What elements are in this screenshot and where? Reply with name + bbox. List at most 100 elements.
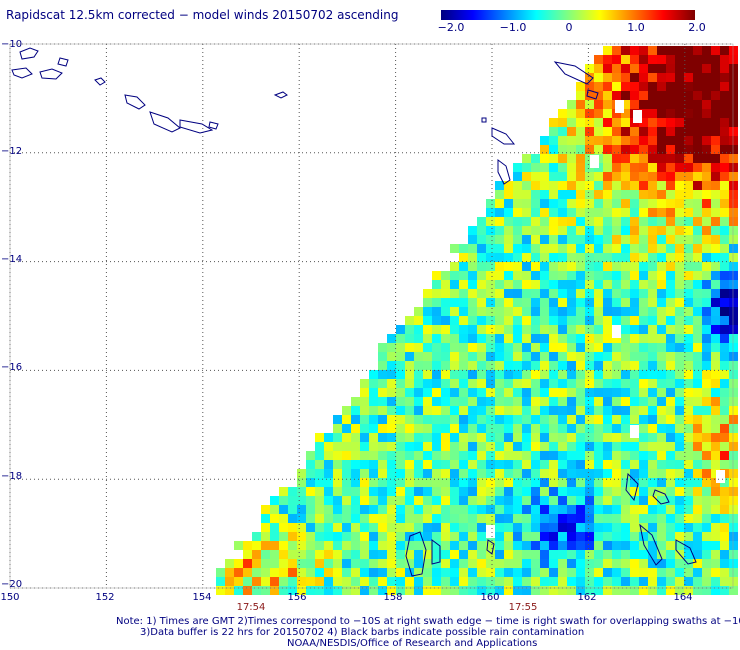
wind-difference-cell [630, 505, 639, 514]
wind-difference-cell [387, 514, 396, 523]
wind-difference-cell [576, 235, 585, 244]
wind-difference-cell [603, 100, 612, 109]
wind-difference-cell [666, 100, 675, 109]
wind-difference-cell [486, 271, 495, 280]
wind-difference-cell [342, 505, 351, 514]
wind-difference-cell [630, 217, 639, 226]
wind-difference-cell [504, 361, 513, 370]
wind-difference-cell [729, 505, 738, 514]
wind-difference-cell [729, 550, 738, 559]
wind-difference-cell [630, 307, 639, 316]
wind-difference-cell [423, 334, 432, 343]
wind-difference-cell [279, 577, 288, 586]
wind-difference-cell [612, 352, 621, 361]
wind-difference-cell [468, 496, 477, 505]
wind-difference-cell [576, 307, 585, 316]
wind-difference-cell [486, 424, 495, 433]
wind-difference-cell [387, 496, 396, 505]
wind-difference-cell [288, 577, 297, 586]
wind-difference-cell [522, 577, 531, 586]
wind-difference-cell [648, 154, 657, 163]
wind-difference-cell [378, 514, 387, 523]
wind-difference-cell [477, 217, 486, 226]
wind-difference-cell [594, 109, 603, 118]
wind-difference-cell [585, 397, 594, 406]
wind-difference-cell [531, 325, 540, 334]
wind-difference-cell [459, 433, 468, 442]
wind-difference-cell [351, 514, 360, 523]
wind-difference-cell [423, 586, 432, 595]
wind-difference-cell [585, 262, 594, 271]
wind-difference-cell [603, 199, 612, 208]
wind-difference-cell [297, 496, 306, 505]
wind-difference-cell [630, 478, 639, 487]
wind-difference-cell [477, 298, 486, 307]
wind-difference-cell [540, 361, 549, 370]
wind-difference-cell [504, 190, 513, 199]
wind-difference-cell [630, 154, 639, 163]
wind-difference-cell [504, 550, 513, 559]
wind-difference-cell [639, 361, 648, 370]
wind-difference-cell [684, 289, 693, 298]
wind-difference-cell [693, 550, 702, 559]
wind-difference-cell [549, 307, 558, 316]
wind-difference-cell [477, 577, 486, 586]
wind-difference-cell [720, 433, 729, 442]
wind-difference-cell [648, 46, 657, 55]
wind-difference-cell [567, 406, 576, 415]
wind-difference-cell [711, 577, 720, 586]
wind-difference-cell [531, 244, 540, 253]
wind-difference-cell [711, 514, 720, 523]
wind-difference-cell [531, 298, 540, 307]
wind-difference-cell [513, 487, 522, 496]
wind-difference-cell [675, 46, 684, 55]
wind-difference-cell [495, 208, 504, 217]
wind-difference-cell [675, 208, 684, 217]
wind-difference-cell [702, 46, 711, 55]
wind-difference-cell [504, 505, 513, 514]
wind-difference-cell [414, 478, 423, 487]
wind-difference-cell [567, 325, 576, 334]
wind-difference-cell [558, 550, 567, 559]
wind-difference-cell [495, 298, 504, 307]
wind-difference-cell [333, 568, 342, 577]
wind-difference-cell [603, 208, 612, 217]
wind-difference-cell [495, 478, 504, 487]
wind-difference-cell [531, 433, 540, 442]
wind-difference-cell [414, 460, 423, 469]
wind-difference-cell [378, 397, 387, 406]
wind-difference-cell [423, 370, 432, 379]
wind-difference-cell [351, 550, 360, 559]
wind-difference-cell [522, 550, 531, 559]
wind-difference-cell [450, 298, 459, 307]
wind-difference-cell [612, 109, 621, 118]
wind-difference-cell [378, 568, 387, 577]
wind-difference-cell [405, 550, 414, 559]
wind-difference-cell [396, 559, 405, 568]
wind-difference-cell [684, 226, 693, 235]
wind-difference-cell [333, 523, 342, 532]
colorbar-tick-label: 0 [565, 21, 573, 34]
lon-label: 156 [287, 592, 307, 603]
wind-difference-cell [522, 217, 531, 226]
wind-difference-cell [522, 190, 531, 199]
wind-difference-cell [225, 568, 234, 577]
wind-difference-cell [621, 163, 630, 172]
wind-difference-cell [504, 253, 513, 262]
wind-difference-cell [432, 397, 441, 406]
wind-difference-cell [621, 424, 630, 433]
wind-difference-cell [594, 388, 603, 397]
lon-label: 158 [383, 592, 403, 603]
wind-difference-cell [639, 235, 648, 244]
wind-difference-cell [450, 577, 459, 586]
wind-difference-cell [396, 370, 405, 379]
wind-difference-cell [684, 379, 693, 388]
wind-difference-cell [684, 388, 693, 397]
wind-difference-cell [576, 172, 585, 181]
wind-difference-cell [522, 325, 531, 334]
wind-difference-cell [630, 181, 639, 190]
wind-difference-cell [540, 262, 549, 271]
wind-difference-cell [666, 397, 675, 406]
wind-difference-cell [702, 181, 711, 190]
wind-difference-cell [342, 523, 351, 532]
